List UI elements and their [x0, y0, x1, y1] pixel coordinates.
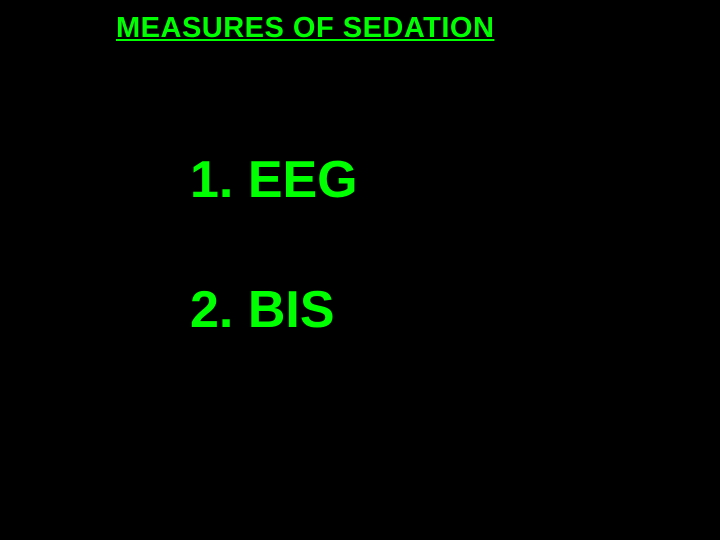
slide-title: MEASURES OF SEDATION: [116, 12, 494, 45]
list-item-1: 1. EEG: [190, 150, 358, 210]
list-item-2: 2. BIS: [190, 280, 335, 340]
slide: MEASURES OF SEDATION 1. EEG 2. BIS: [0, 0, 720, 540]
